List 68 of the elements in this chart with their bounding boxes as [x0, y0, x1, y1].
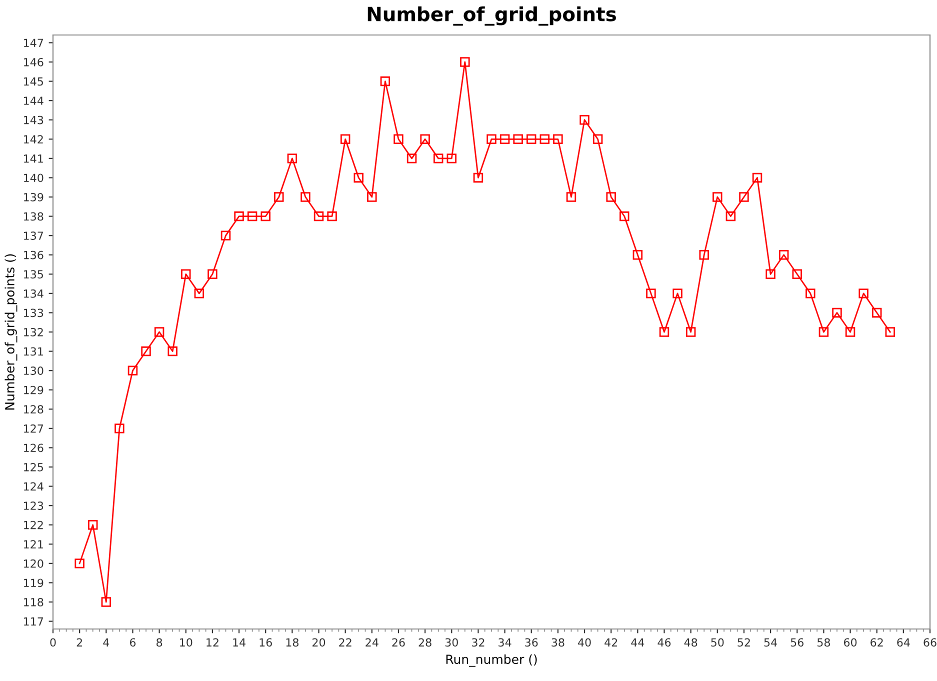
y-tick-label: 129	[24, 386, 44, 394]
x-tick-label: 30	[445, 638, 458, 647]
x-tick-label: 56	[790, 638, 804, 647]
x-tick-label: 60	[844, 638, 857, 647]
x-tick-label: 34	[498, 638, 512, 647]
y-tick-label: 119	[24, 578, 44, 588]
x-tick-label: 22	[339, 638, 352, 646]
x-tick-label: 54	[764, 638, 777, 647]
x-tick-label: 10	[180, 638, 192, 647]
x-tick-label: 46	[658, 638, 671, 647]
y-tick-label: 142	[24, 135, 43, 144]
y-tick-label: 128	[24, 405, 44, 414]
x-tick-label: 2	[76, 638, 82, 646]
x-tick-label: 48	[684, 638, 698, 647]
x-tick-label: 44	[631, 638, 644, 646]
y-tick-label: 118	[24, 598, 44, 606]
y-tick-label: 120	[24, 559, 44, 568]
y-tick-label: 131	[24, 347, 43, 356]
y-tick-label: 124	[24, 482, 44, 491]
x-tick-label: 40	[578, 638, 591, 647]
y-tick-label: 134	[24, 289, 44, 298]
y-tick-label: 139	[24, 192, 44, 202]
x-tick-label: 66	[924, 638, 936, 647]
y-tick-label: 135	[24, 270, 43, 279]
x-tick-label: 8	[156, 638, 162, 647]
y-tick-label: 133	[24, 308, 44, 318]
x-tick-label: 4	[103, 638, 110, 646]
y-tick-label: 138	[24, 212, 44, 221]
x-tick-label: 12	[206, 638, 218, 646]
y-tick-label: 137	[24, 232, 44, 240]
x-axis-title: Run_number ()	[446, 654, 537, 667]
y-tick-label: 146	[24, 58, 44, 66]
x-tick-label: 50	[711, 638, 724, 647]
x-tick-label: 18	[286, 638, 298, 647]
y-tick-label: 121	[24, 540, 43, 548]
x-tick-label: 62	[870, 638, 883, 647]
y-tick-label: 132	[24, 328, 43, 336]
x-tick-label: 28	[418, 638, 432, 647]
x-tick-label: 58	[817, 638, 830, 647]
y-tick-label: 141	[24, 154, 43, 163]
y-tick-label: 123	[24, 502, 44, 510]
x-tick-label: 6	[130, 638, 136, 647]
y-tick-label: 140	[24, 174, 44, 182]
x-tick-label: 26	[392, 638, 405, 647]
y-tick-label: 117	[24, 617, 44, 626]
x-tick-label: 52	[738, 638, 750, 647]
y-tick-label: 144	[24, 96, 44, 105]
y-tick-label: 130	[24, 366, 44, 375]
x-tick-label: 32	[472, 638, 484, 647]
x-tick-label: 64	[897, 638, 910, 647]
y-axis-title: Number_of_grid_points ()	[4, 254, 18, 410]
y-tick-label: 126	[24, 444, 44, 452]
chart-title: Number_of_grid_points	[368, 6, 616, 26]
x-tick-label: 38	[552, 638, 564, 647]
x-tick-label: 20	[312, 638, 326, 647]
x-tick-label: 14	[233, 638, 246, 646]
y-tick-label: 143	[24, 116, 44, 124]
x-tick-label: 36	[525, 638, 538, 647]
y-tick-label: 125	[24, 462, 43, 472]
y-tick-label: 136	[24, 250, 44, 260]
y-tick-label: 127	[24, 424, 44, 433]
x-tick-label: 16	[260, 638, 272, 647]
x-tick-label: 24	[366, 638, 378, 646]
y-tick-label: 147	[24, 38, 44, 47]
x-tick-label: 42	[604, 638, 618, 646]
y-tick-label: 122	[24, 520, 43, 530]
y-tick-label: 145	[24, 77, 43, 86]
x-tick-label: 0	[50, 638, 56, 647]
